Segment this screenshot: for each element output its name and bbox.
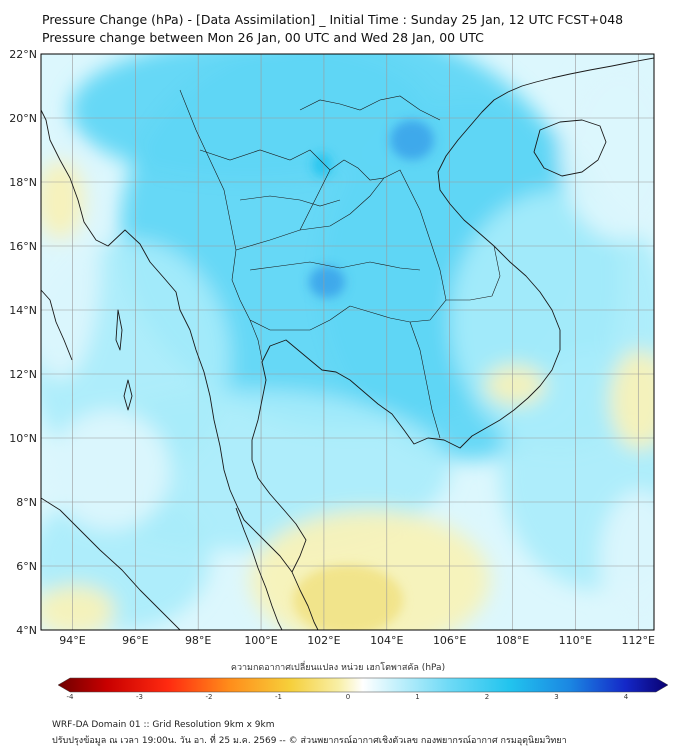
coastlines — [41, 57, 654, 630]
country-borders — [179, 89, 501, 439]
lat-tick-label: 18°N — [9, 176, 37, 189]
footer-model-info: WRF-DA Domain 01 :: Grid Resolution 9km … — [52, 720, 275, 730]
lon-tick-label: 102°E — [307, 634, 340, 647]
colorbar-tick-label: -2 — [206, 693, 213, 701]
lon-tick-label: 96°E — [122, 634, 148, 647]
colorbar-ramp — [57, 677, 669, 693]
colorbar: -4 -3 -2 -1 0 1 2 3 4 — [57, 677, 669, 701]
colorbar-tick-label: 1 — [415, 693, 419, 701]
lon-tick-label: 94°E — [59, 634, 85, 647]
colorbar-tick-label: -4 — [67, 693, 75, 701]
lon-tick-label: 100°E — [244, 634, 277, 647]
latitude-tick-labels: 22°N 20°N 18°N 16°N 14°N 12°N 10°N 8°N 6°N 4°N — [9, 48, 37, 637]
lon-tick-label: 112°E — [622, 634, 655, 647]
colorbar-title: ความกดอากาศเปลี่ยนแปลง หน่วย เฮกโตพาสคัล… — [230, 663, 446, 673]
lon-tick-label: 104°E — [370, 634, 403, 647]
lat-tick-label: 10°N — [9, 432, 37, 445]
lat-tick-label: 6°N — [16, 560, 37, 573]
lat-tick-label: 12°N — [9, 368, 37, 381]
colorbar-tick-labels: -4 -3 -2 -1 0 1 2 3 4 — [67, 693, 629, 701]
colorbar-tick-label: 0 — [346, 693, 350, 701]
colorbar-tick-label: 4 — [624, 693, 629, 701]
map-title: Pressure Change (hPa) - [Data Assimilati… — [42, 12, 624, 27]
lat-tick-label: 16°N — [9, 240, 37, 253]
lon-tick-label: 110°E — [559, 634, 592, 647]
pressure-change-field — [41, 54, 654, 630]
lat-tick-label: 22°N — [9, 48, 37, 61]
colorbar-tick-label: -1 — [275, 693, 282, 701]
lat-tick-label: 4°N — [16, 624, 37, 637]
colorbar-tick-label: 2 — [485, 693, 489, 701]
longitude-tick-labels: 94°E 96°E 98°E 100°E 102°E 104°E 106°E 108°E 110… — [59, 634, 655, 647]
lon-tick-label: 98°E — [185, 634, 211, 647]
map-subtitle: Pressure change between Mon 26 Jan, 00 U… — [42, 30, 484, 45]
lon-tick-label: 108°E — [496, 634, 529, 647]
lat-tick-label: 14°N — [9, 304, 37, 317]
colorbar-tick-label: 3 — [554, 693, 558, 701]
lon-tick-label: 106°E — [433, 634, 466, 647]
footer-credit: ปรับปรุงข้อมูล ณ เวลา 19:00น. วัน อา. ที… — [52, 736, 567, 746]
map-plot-frame — [40, 53, 655, 631]
colorbar-tick-label: -3 — [136, 693, 143, 701]
lat-tick-label: 20°N — [9, 112, 37, 125]
lat-tick-label: 8°N — [16, 496, 37, 509]
